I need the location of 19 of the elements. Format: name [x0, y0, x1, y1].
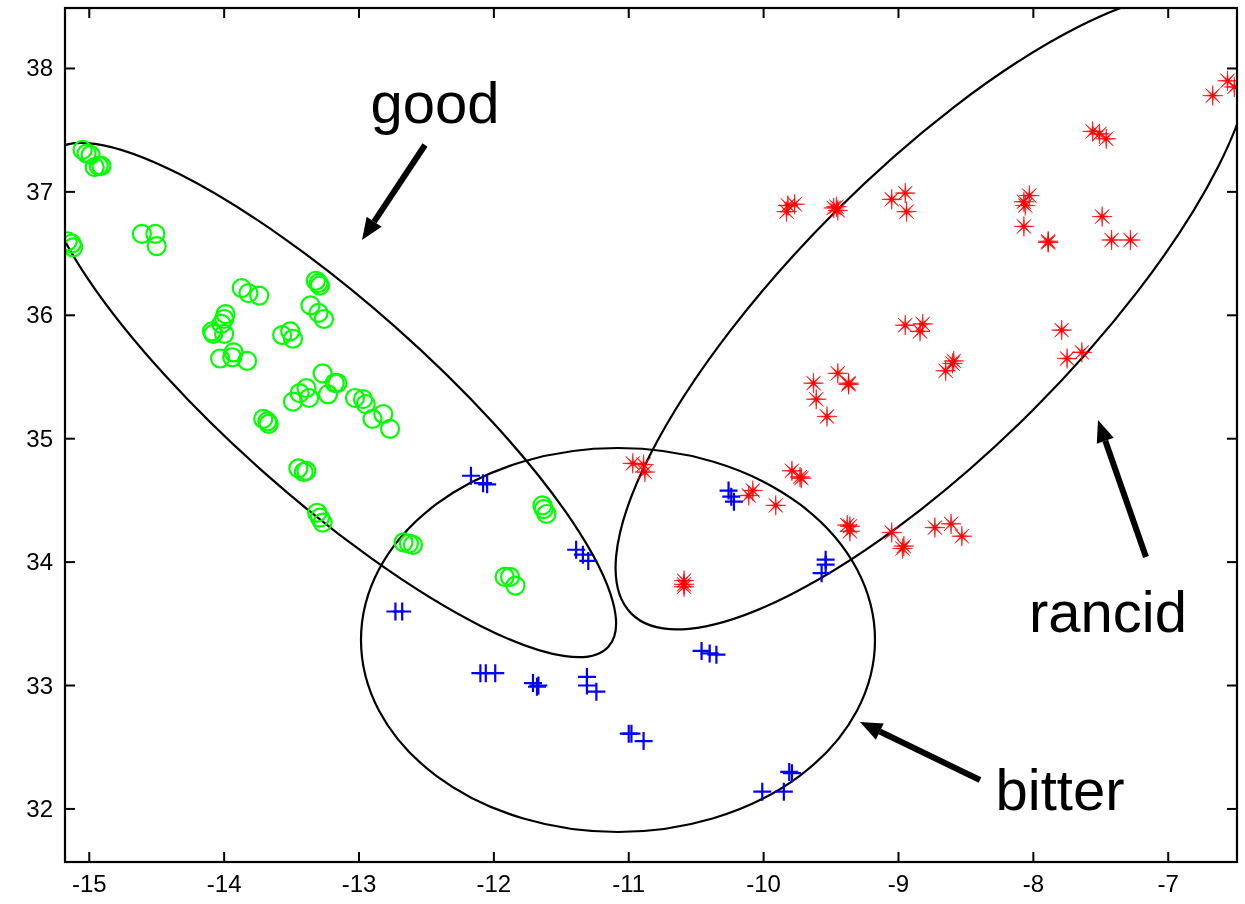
y-tick-label: 37	[26, 177, 53, 205]
annotation: rancid	[1029, 579, 1187, 644]
x-tick-label: -9	[887, 870, 910, 897]
y-tick-label: 36	[26, 301, 53, 329]
y-tick-label: 33	[26, 671, 53, 699]
x-tick-label: -7	[1157, 870, 1179, 897]
y-tick-label: 35	[26, 424, 53, 452]
y-tick-label: 32	[26, 794, 53, 822]
x-tick-label: -15	[71, 870, 107, 897]
x-tick-label: -14	[206, 870, 242, 897]
x-tick-label: -11	[612, 870, 646, 897]
annotation: bitter	[995, 757, 1125, 822]
x-tick-label: -8	[1022, 870, 1045, 897]
y-tick-label: 38	[26, 54, 53, 82]
x-tick-label: -13	[341, 870, 377, 897]
annotation: good	[370, 70, 500, 135]
x-tick-label: -10	[746, 870, 781, 897]
y-tick-label: 34	[26, 548, 53, 576]
x-tick-label: -12	[476, 870, 512, 897]
